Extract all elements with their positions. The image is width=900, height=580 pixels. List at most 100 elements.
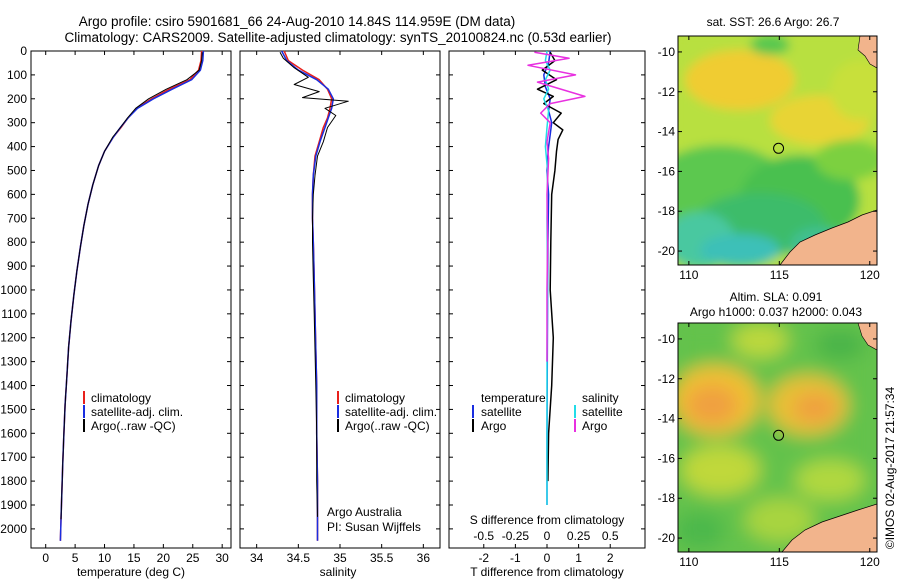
depth-tick-label: 1300 [0, 355, 27, 369]
s-difference-tick-label: 0 [544, 529, 551, 543]
sla-lat-tick-label: -10 [658, 332, 676, 346]
series-line-climatology [59, 50, 203, 541]
temperature-tick-label: 0 [42, 551, 49, 565]
sst-lat-tick-label: -16 [658, 164, 676, 178]
sst-lat-tick-label: -10 [658, 45, 676, 59]
depth-tick-label: 800 [7, 235, 27, 249]
sst-lat-tick-label: -12 [658, 85, 676, 99]
temperature-tick-label: 15 [127, 551, 141, 565]
series-line-argo-raw-qc- [279, 51, 349, 517]
depth-axis: 0 100 200 300 400 500 600 700 800 900 1000 1100 1200… [0, 44, 27, 536]
sst-lon-tick-label: 110 [679, 268, 698, 282]
salinity-panel-frame [239, 50, 441, 549]
legend-label-climatology: climatology [345, 391, 405, 405]
legend-label-satellite: satellite-adj. clim. [345, 405, 437, 419]
sla-lat-tick-label: -12 [658, 372, 676, 386]
sst-map [678, 36, 877, 265]
depth-tick-label: 500 [7, 163, 27, 177]
sla-lon-tick-label: 110 [679, 555, 698, 569]
sla-lat-tick-label: -20 [658, 531, 676, 545]
depth-tick-label: 1200 [0, 331, 27, 345]
series-line-t-argo [536, 51, 564, 482]
t-difference-tick-label: 1 [575, 551, 582, 565]
temperature-xlabel: temperature (deg C) [77, 565, 185, 579]
difference-panel: -2 -1 0 1 2 -0.5 -0.25 0 0.25 0.5 [449, 50, 645, 565]
series-line-s-argo [527, 51, 586, 362]
series-line-satellite-adj-clim- [59, 50, 205, 541]
land-northeast [857, 323, 877, 351]
sst-map-frame [677, 35, 878, 266]
depth-tick-label: 1500 [0, 402, 27, 416]
salinity-tick-label: 34 [250, 551, 264, 565]
series-line-argo-raw-qc- [60, 52, 203, 520]
temperature-tick-label: 5 [72, 551, 79, 565]
pi-name-label: PI: Susan Wijffels [327, 520, 421, 534]
salinity-tick-label: 35 [333, 551, 347, 565]
sst-lat-tick-label: -20 [658, 244, 676, 258]
sst-map-axes: 110 115 120 -10 -12 -14 -16 -18 -20 [658, 36, 880, 282]
sst-lon-tick-label: 115 [770, 268, 789, 282]
legend-label-climatology: climatology [91, 391, 151, 405]
t-difference-tick-label: 0 [544, 551, 551, 565]
float-program-label: Argo Australia [327, 505, 402, 519]
sst-map-title: sat. SST: 26.6 Argo: 26.7 [707, 15, 840, 29]
legend-label-argo: Argo(..raw -QC) [345, 419, 430, 433]
salinity-profile-panel: 34 34.5 35 35.5 36 [240, 50, 440, 565]
depth-tick-label: 100 [7, 68, 27, 82]
s-difference-tick-label: -0.5 [473, 529, 494, 543]
depth-tick-label: 400 [7, 140, 27, 154]
temperature-tick-label: 30 [215, 551, 229, 565]
s-difference-xlabel: S difference from climatology [470, 513, 625, 527]
legend-label-t-satellite: satellite [481, 405, 522, 419]
depth-tick-label: 1900 [0, 498, 27, 512]
sla-map-subtitle: Argo h1000: 0.037 h2000: 0.043 [690, 305, 862, 319]
sla-map-frame [677, 322, 878, 553]
temperature-tick-label: 10 [98, 551, 112, 565]
t-difference-tick-label: -1 [510, 551, 521, 565]
figure-title-line1: Argo profile: csiro 5901681_66 24-Aug-20… [79, 14, 516, 29]
series-line-climatology [283, 50, 333, 541]
depth-tick-label: 300 [7, 116, 27, 130]
depth-tick-label: 200 [7, 92, 27, 106]
salinity-xlabel: salinity [320, 565, 357, 579]
footer-timestamp: ©IMOS 02-Aug-2017 21:57:34 [883, 387, 897, 550]
sst-lat-tick-label: -18 [658, 204, 676, 218]
depth-tick-label: 1600 [0, 426, 27, 440]
sla-lat-tick-label: -16 [658, 451, 676, 465]
depth-tick-label: 0 [20, 44, 27, 58]
temperature-tick-label: 20 [157, 551, 171, 565]
depth-tick-label: 1700 [0, 450, 27, 464]
temperature-panel-frame [30, 50, 232, 549]
legend-label-argo: Argo(..raw -QC) [91, 419, 176, 433]
t-difference-xlabel: T difference from climatology [470, 565, 624, 579]
legend-label-satellite: satellite-adj. clim. [91, 405, 183, 419]
sla-lat-tick-label: -18 [658, 491, 676, 505]
depth-tick-label: 1400 [0, 379, 27, 393]
sla-lon-tick-label: 120 [860, 555, 880, 569]
difference-legend: temperature satellite Argo salinity sate… [472, 391, 623, 433]
sst-lat-tick-label: -14 [658, 125, 676, 139]
legend-label-s-satellite: satellite [582, 405, 623, 419]
depth-tick-label: 900 [7, 259, 27, 273]
salinity-tick-label: 35.5 [370, 551, 394, 565]
sla-float-location-marker [773, 429, 785, 441]
temperature-profile-panel: 0 5 10 15 20 25 30 [31, 50, 231, 565]
legend-header-temperature: temperature [481, 391, 546, 405]
s-difference-tick-label: 0.25 [567, 529, 591, 543]
sst-float-location-marker [773, 142, 785, 154]
sla-map-axes: 110 115 120 -10 -12 -14 -16 -18 -20 [658, 323, 880, 569]
sla-map [678, 323, 877, 552]
sla-lon-tick-label: 115 [770, 555, 789, 569]
legend-label-s-argo: Argo [582, 419, 608, 433]
legend-header-salinity: salinity [582, 391, 619, 405]
salinity-legend: climatology satellite-adj. clim. Argo(..… [337, 391, 437, 433]
depth-tick-label: 700 [7, 211, 27, 225]
sst-lon-tick-label: 120 [860, 268, 880, 282]
legend-label-t-argo: Argo [481, 419, 507, 433]
salinity-tick-label: 34.5 [287, 551, 311, 565]
temperature-tick-label: 25 [186, 551, 200, 565]
series-line-satellite-adj-clim- [281, 50, 335, 541]
depth-tick-label: 2000 [0, 522, 27, 536]
land-australia-coast [781, 503, 877, 552]
